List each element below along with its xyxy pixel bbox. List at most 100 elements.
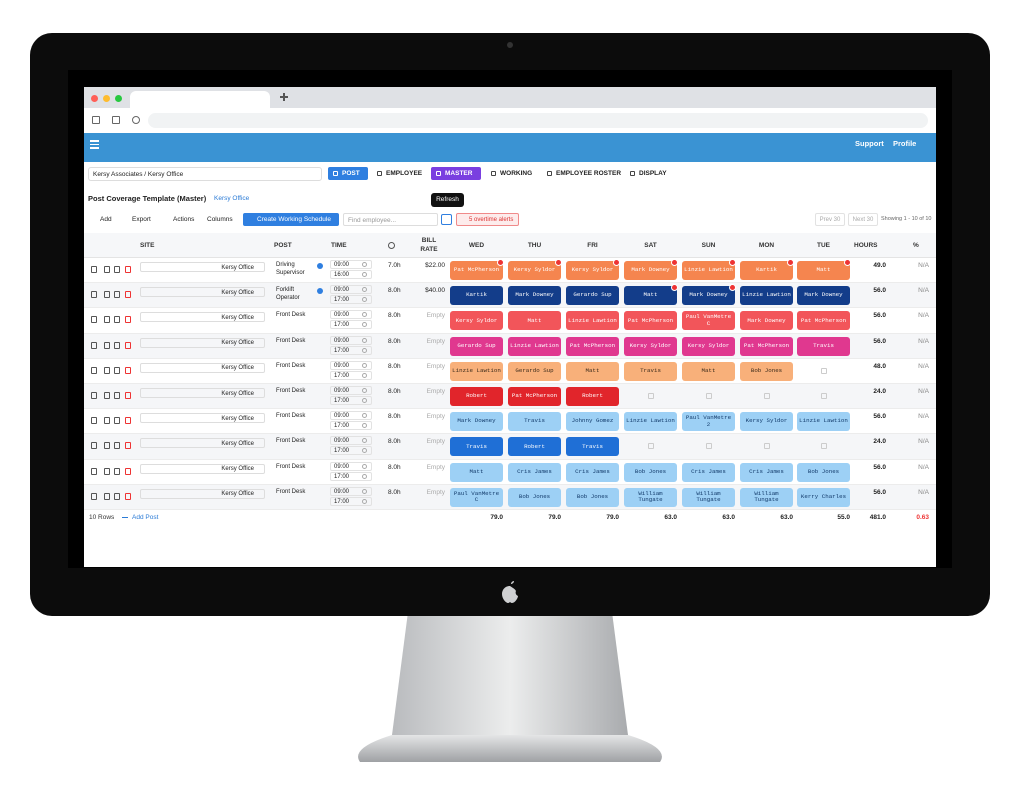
- empty-shift[interactable]: [763, 443, 770, 450]
- header-link[interactable]: Support: [855, 139, 884, 148]
- row-action-icon[interactable]: [114, 366, 120, 374]
- site-select[interactable]: Kersy Office: [140, 438, 265, 449]
- time-input[interactable]: 17:00: [330, 320, 372, 330]
- column-header[interactable]: TUE: [817, 242, 830, 249]
- shift-card[interactable]: Mark Downey: [797, 286, 850, 306]
- row-action-icon[interactable]: [114, 392, 120, 399]
- row-action-icon[interactable]: [104, 467, 110, 475]
- shift-card[interactable]: Bob Jones: [566, 487, 619, 507]
- new-tab-button[interactable]: [283, 92, 285, 101]
- shift-card[interactable]: Pat McPherson: [624, 311, 677, 331]
- delete-icon[interactable]: [125, 492, 131, 500]
- shift-card[interactable]: Gerardo Sup: [508, 361, 561, 381]
- row-action-icon[interactable]: [91, 366, 97, 374]
- row-action-icon[interactable]: [91, 467, 97, 475]
- delete-icon[interactable]: [125, 291, 131, 299]
- page-location[interactable]: Kersy Office: [214, 195, 250, 202]
- shift-card[interactable]: Mark Downey: [450, 412, 503, 432]
- shift-card[interactable]: Pat McPherson: [740, 336, 793, 356]
- address-bar[interactable]: [148, 113, 928, 128]
- shift-card[interactable]: Kersy Syldor: [450, 311, 503, 331]
- row-action-icon[interactable]: [91, 266, 97, 273]
- column-header[interactable]: BILL RATE: [420, 237, 438, 253]
- shift-card[interactable]: Linzie Lawtion: [508, 336, 561, 356]
- row-action-icon[interactable]: [91, 417, 97, 425]
- row-action-icon[interactable]: [114, 316, 120, 324]
- create-schedule-button[interactable]: Create Working Schedule: [243, 213, 339, 226]
- shift-card[interactable]: Kersy Syldor: [682, 336, 735, 356]
- time-input[interactable]: 17:00: [330, 446, 372, 456]
- row-action-icon[interactable]: [104, 316, 110, 324]
- site-select[interactable]: Kersy Office: [140, 287, 265, 298]
- window-button[interactable]: [115, 95, 122, 102]
- row-action-icon[interactable]: [104, 492, 110, 500]
- row-action-icon[interactable]: [91, 442, 97, 450]
- shift-card[interactable]: Kartik: [450, 286, 503, 306]
- shift-card[interactable]: Travis: [797, 336, 850, 356]
- shift-card[interactable]: Paul VanMetre C: [450, 487, 503, 507]
- menu-icon[interactable]: [90, 147, 99, 149]
- column-header[interactable]: FRI: [587, 242, 598, 249]
- row-action-icon[interactable]: [104, 366, 110, 374]
- time-input[interactable]: 09:00: [330, 486, 372, 496]
- overtime-alert[interactable]: 5 overtime alerts: [456, 213, 519, 226]
- row-action-icon[interactable]: [114, 341, 120, 349]
- forward-button[interactable]: [112, 116, 120, 124]
- shift-card[interactable]: Linzie Lawtion: [566, 311, 619, 331]
- row-action-icon[interactable]: [91, 341, 97, 349]
- refresh-button[interactable]: [441, 214, 452, 225]
- shift-card[interactable]: William Tungate: [740, 487, 793, 507]
- row-action-icon[interactable]: [104, 392, 110, 399]
- search-input[interactable]: Find employee...: [343, 213, 438, 226]
- add-post-button[interactable]: Add Post: [132, 514, 159, 521]
- delete-icon[interactable]: [125, 417, 131, 425]
- site-select[interactable]: Kersy Office: [140, 488, 265, 499]
- shift-card[interactable]: Pat McPherson: [508, 387, 561, 406]
- shift-card[interactable]: Paul VanMetre C: [682, 311, 735, 331]
- site-select[interactable]: Kersy Office: [140, 413, 265, 424]
- time-input[interactable]: 17:00: [330, 421, 372, 431]
- time-input[interactable]: 09:00: [330, 335, 372, 345]
- column-header[interactable]: THU: [527, 242, 542, 249]
- header-link[interactable]: Profile: [893, 139, 917, 148]
- shift-card[interactable]: Robert: [566, 387, 619, 406]
- nav-tab[interactable]: POST: [328, 167, 368, 180]
- site-select[interactable]: Kersy Office: [140, 362, 265, 373]
- shift-card[interactable]: Cris James: [508, 462, 561, 482]
- row-action-icon[interactable]: [114, 492, 120, 500]
- pager-button[interactable]: Next 30: [848, 213, 878, 226]
- shift-card[interactable]: William Tungate: [682, 487, 735, 507]
- shift-card[interactable]: Kerry Charles: [797, 487, 850, 507]
- shift-card[interactable]: Mark Downey: [682, 286, 735, 306]
- shift-card[interactable]: Bob Jones: [624, 462, 677, 482]
- empty-shift[interactable]: [820, 443, 827, 450]
- delete-icon[interactable]: [125, 366, 131, 374]
- nav-tab[interactable]: MASTER: [431, 167, 481, 180]
- time-input[interactable]: 17:00: [330, 471, 372, 481]
- pager-button[interactable]: Prev 30: [815, 213, 845, 226]
- shift-card[interactable]: Pat McPherson: [797, 311, 850, 331]
- column-header[interactable]: HOURS: [854, 242, 878, 249]
- empty-shift[interactable]: [820, 367, 827, 374]
- empty-shift[interactable]: [705, 393, 712, 399]
- time-input[interactable]: 09:00: [330, 436, 372, 446]
- shift-card[interactable]: Robert: [508, 437, 561, 457]
- column-header[interactable]: SUN: [701, 242, 716, 249]
- column-header[interactable]: TIME: [331, 242, 347, 249]
- shift-card[interactable]: Linzie Lawtion: [682, 261, 735, 280]
- toolbar-button[interactable]: Columns: [207, 216, 233, 223]
- shift-card[interactable]: Matt: [624, 286, 677, 306]
- shift-card[interactable]: Mark Downey: [508, 286, 561, 306]
- site-select[interactable]: Kersy Office: [140, 262, 265, 272]
- delete-icon[interactable]: [125, 392, 131, 399]
- shift-card[interactable]: Pat McPherson: [566, 336, 619, 356]
- time-input[interactable]: 09:00: [330, 360, 372, 370]
- nav-tab[interactable]: DISPLAY: [639, 170, 667, 177]
- row-action-icon[interactable]: [104, 266, 110, 273]
- nav-tab[interactable]: EMPLOYEE ROSTER: [556, 170, 622, 177]
- toolbar-button[interactable]: Actions: [173, 216, 195, 223]
- window-button[interactable]: [91, 95, 98, 102]
- column-header[interactable]: WED: [468, 242, 485, 249]
- row-action-icon[interactable]: [104, 442, 110, 450]
- shift-card[interactable]: Linzie Lawtion: [450, 361, 503, 381]
